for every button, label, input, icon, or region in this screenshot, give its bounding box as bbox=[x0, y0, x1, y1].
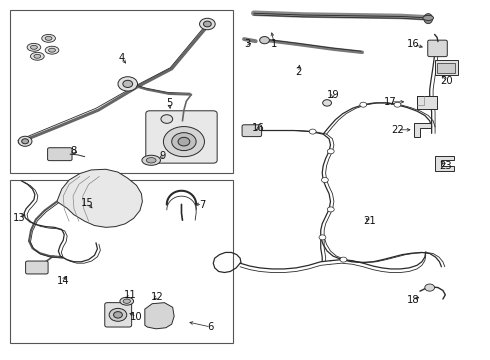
Circle shape bbox=[319, 235, 326, 240]
Circle shape bbox=[360, 102, 367, 107]
Ellipse shape bbox=[30, 45, 37, 49]
Text: 22: 22 bbox=[391, 125, 404, 135]
Text: 19: 19 bbox=[326, 90, 339, 100]
Ellipse shape bbox=[27, 43, 41, 51]
Circle shape bbox=[199, 18, 215, 30]
Ellipse shape bbox=[42, 35, 55, 42]
Circle shape bbox=[161, 115, 172, 123]
Circle shape bbox=[172, 133, 196, 150]
Circle shape bbox=[340, 257, 347, 262]
Text: 20: 20 bbox=[440, 76, 453, 86]
Circle shape bbox=[123, 80, 133, 87]
Ellipse shape bbox=[147, 158, 156, 163]
Bar bbox=[437, 63, 455, 73]
Circle shape bbox=[118, 77, 138, 91]
Circle shape bbox=[22, 139, 28, 144]
Text: 13: 13 bbox=[13, 213, 25, 222]
Text: 14: 14 bbox=[57, 276, 70, 286]
Ellipse shape bbox=[45, 36, 52, 40]
Text: 17: 17 bbox=[384, 97, 397, 107]
Polygon shape bbox=[57, 169, 143, 227]
Ellipse shape bbox=[34, 54, 41, 58]
Circle shape bbox=[109, 309, 127, 321]
Text: 18: 18 bbox=[407, 295, 420, 305]
Bar bbox=[10, 10, 233, 173]
Bar bbox=[10, 180, 233, 343]
Text: 5: 5 bbox=[166, 98, 172, 108]
Text: 8: 8 bbox=[70, 145, 76, 156]
Text: 23: 23 bbox=[439, 161, 452, 171]
Circle shape bbox=[309, 129, 316, 134]
Circle shape bbox=[327, 149, 334, 154]
Ellipse shape bbox=[423, 15, 434, 21]
Circle shape bbox=[114, 312, 122, 318]
FancyBboxPatch shape bbox=[417, 96, 437, 109]
FancyBboxPatch shape bbox=[428, 40, 447, 57]
Ellipse shape bbox=[142, 155, 160, 165]
Circle shape bbox=[327, 207, 334, 212]
Polygon shape bbox=[435, 156, 454, 171]
Ellipse shape bbox=[30, 52, 44, 60]
Circle shape bbox=[178, 137, 190, 146]
Circle shape bbox=[203, 21, 211, 27]
Circle shape bbox=[425, 284, 435, 291]
FancyBboxPatch shape bbox=[48, 148, 72, 161]
Text: 6: 6 bbox=[208, 322, 214, 332]
Text: 2: 2 bbox=[295, 67, 302, 77]
Circle shape bbox=[163, 127, 204, 157]
Circle shape bbox=[18, 136, 32, 146]
Text: 12: 12 bbox=[151, 292, 164, 302]
Circle shape bbox=[323, 100, 331, 106]
Text: 16: 16 bbox=[407, 40, 420, 49]
FancyBboxPatch shape bbox=[105, 303, 132, 327]
Text: 21: 21 bbox=[363, 216, 376, 226]
FancyBboxPatch shape bbox=[146, 111, 217, 163]
Polygon shape bbox=[145, 303, 174, 329]
Text: 10: 10 bbox=[130, 312, 143, 322]
Circle shape bbox=[260, 37, 270, 44]
Ellipse shape bbox=[120, 297, 134, 305]
Text: 7: 7 bbox=[199, 200, 206, 210]
FancyBboxPatch shape bbox=[435, 60, 458, 75]
Circle shape bbox=[394, 102, 401, 107]
Ellipse shape bbox=[123, 299, 130, 303]
Text: 16: 16 bbox=[252, 123, 265, 133]
Polygon shape bbox=[414, 123, 431, 137]
Text: 1: 1 bbox=[271, 39, 277, 49]
Text: 11: 11 bbox=[124, 291, 137, 301]
Ellipse shape bbox=[49, 48, 55, 52]
Text: 3: 3 bbox=[245, 39, 250, 49]
Text: 15: 15 bbox=[81, 198, 94, 208]
Text: 4: 4 bbox=[119, 53, 125, 63]
Ellipse shape bbox=[424, 14, 433, 24]
Circle shape bbox=[321, 177, 328, 183]
FancyBboxPatch shape bbox=[25, 261, 48, 274]
Text: 9: 9 bbox=[160, 150, 166, 161]
FancyBboxPatch shape bbox=[242, 125, 262, 136]
Ellipse shape bbox=[45, 46, 59, 54]
